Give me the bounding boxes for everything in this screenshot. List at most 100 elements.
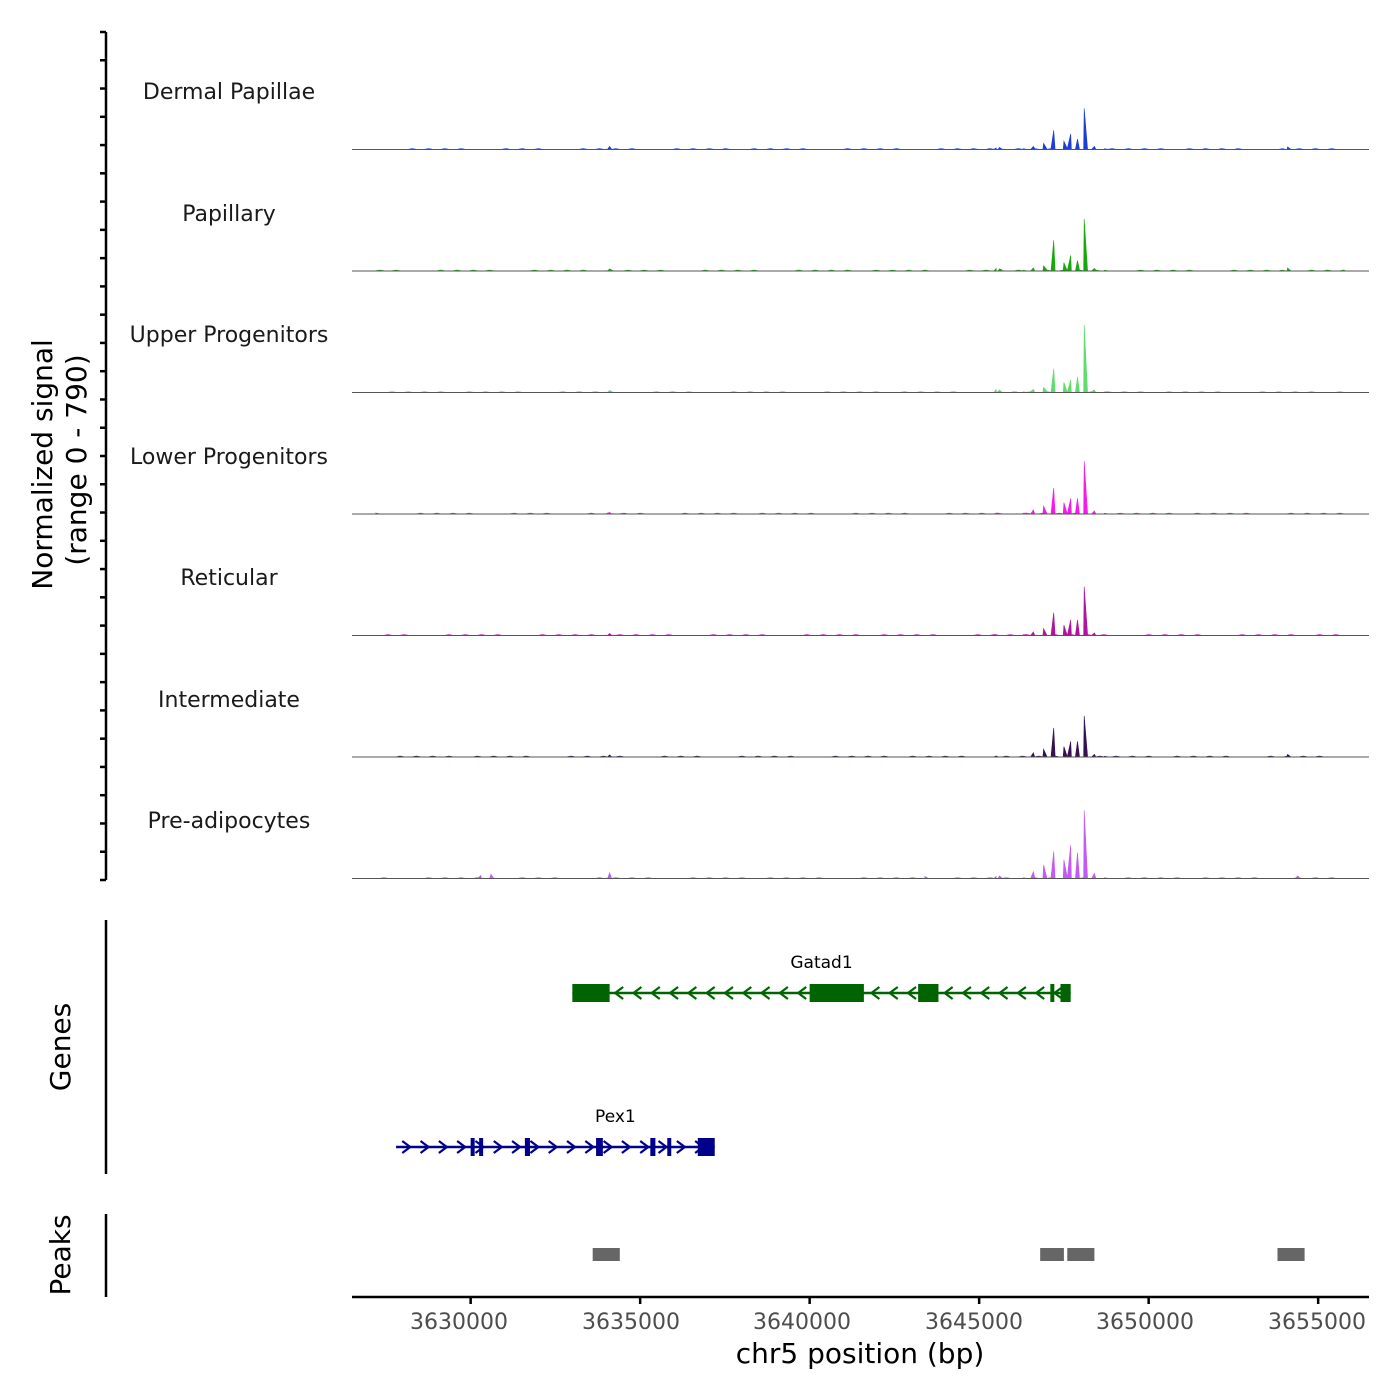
- strand-arrow: [529, 1140, 541, 1154]
- strand-arrow: [778, 986, 789, 1000]
- track-5: Intermediate: [158, 688, 1369, 758]
- peaks-panel: [592, 1248, 1305, 1261]
- x-tick-label-3645000: 3645000: [925, 1310, 1023, 1335]
- exon: [572, 984, 610, 1002]
- strand-arrow: [631, 986, 643, 1000]
- y-axis-title-line2: (range 0 - 790): [60, 354, 93, 565]
- strand-arrow: [456, 1140, 467, 1154]
- x-tick-label-3635000: 3635000: [582, 1310, 680, 1335]
- strand-arrow: [869, 986, 881, 1000]
- gene-pex1: Pex1: [396, 1107, 715, 1156]
- strand-arrow: [548, 1140, 559, 1154]
- gene-label-gatad1: Gatad1: [790, 953, 852, 973]
- strand-arrow: [584, 1140, 596, 1154]
- track-6: Pre-adipocytes: [148, 809, 1369, 879]
- strand-arrow: [1052, 986, 1064, 1000]
- x-axis-ticks: [469, 1297, 1320, 1304]
- track-label-upper-progenitors: Upper Progenitors: [130, 323, 329, 348]
- exon: [809, 984, 864, 1002]
- strand-arrow: [474, 1140, 486, 1154]
- strand-arrow: [942, 986, 954, 1000]
- strand-arrow: [511, 1140, 522, 1154]
- track-label-reticular: Reticular: [180, 566, 278, 591]
- strand-arrow: [961, 986, 972, 1000]
- peaks-axis-title: Peaks: [44, 1214, 77, 1295]
- strand-arrow: [438, 1140, 449, 1154]
- exon: [697, 1138, 715, 1156]
- coverage-area-intermediate: [375, 715, 1346, 758]
- track-label-dermal-papillae: Dermal Papillae: [143, 80, 315, 105]
- coverage-area-papillary: [375, 218, 1347, 272]
- track-label-pre-adipocytes: Pre-adipocytes: [148, 809, 311, 834]
- exon: [650, 1138, 656, 1156]
- strand-arrow: [676, 1140, 687, 1154]
- strand-arrow: [997, 986, 1009, 1000]
- coverage-tracks: Dermal Papillae Papillary Upper Progenit…: [130, 80, 1369, 879]
- gene-label-pex1: Pex1: [595, 1107, 636, 1127]
- exon: [470, 1138, 475, 1156]
- genes-panel: Gatad1 Pex1: [396, 953, 1071, 1156]
- exon: [667, 1138, 672, 1156]
- track-label-papillary: Papillary: [182, 202, 276, 227]
- strand-arrow: [602, 1140, 614, 1154]
- x-axis: 3630000 3635000 3640000 3645000 3650000 …: [352, 1295, 1369, 1370]
- x-axis-title: chr5 position (bp): [736, 1337, 985, 1370]
- genes-axis-title: Genes: [44, 1003, 77, 1091]
- strand-arrow: [741, 986, 752, 1000]
- coverage-area-lower-progenitors: [375, 460, 1346, 515]
- strand-arrow: [1034, 986, 1045, 1000]
- track-2: Upper Progenitors: [130, 323, 1369, 394]
- coverage-area-reticular: [375, 586, 1346, 637]
- peak-region: [592, 1248, 620, 1261]
- coverage-area-upper-progenitors: [375, 324, 1346, 394]
- strand-arrow: [493, 1140, 504, 1154]
- track-4: Reticular: [180, 566, 1369, 637]
- strand-arrow: [704, 986, 716, 1000]
- strand-arrow: [887, 986, 899, 1000]
- coverage-area-dermal-papillae: [375, 108, 1346, 150]
- strand-arrow: [419, 1140, 431, 1154]
- strand-arrow: [657, 1140, 669, 1154]
- exon: [1050, 984, 1055, 1002]
- strand-arrow: [979, 986, 990, 1000]
- strand-arrow: [906, 986, 917, 1000]
- strand-arrow: [759, 986, 771, 1000]
- coverage-area-pre-adipocytes: [375, 810, 1346, 879]
- exons-pex1: [470, 1138, 715, 1156]
- track-3: Lower Progenitors: [130, 445, 1369, 515]
- x-tick-label-3650000: 3650000: [1096, 1310, 1194, 1335]
- strand-arrow: [796, 986, 807, 1000]
- y-axis-title-line1: Normalized signal: [26, 339, 59, 590]
- x-tick-label-3655000: 3655000: [1268, 1310, 1366, 1335]
- exons-gatad1: [572, 984, 1071, 1002]
- strand-arrow: [613, 986, 624, 1000]
- track-0: Dermal Papillae: [143, 80, 1369, 150]
- strand-arrow: [639, 1140, 651, 1154]
- strand-arrow: [1016, 986, 1027, 1000]
- gene-gatad1: Gatad1: [572, 953, 1071, 1002]
- signal-y-axis-title: Normalized signal (range 0 - 790): [26, 330, 93, 589]
- strand-arrow: [621, 1140, 632, 1154]
- strand-arrows-pex1: [401, 1140, 705, 1154]
- strand-arrow: [401, 1140, 413, 1154]
- strand-arrow: [668, 986, 679, 1000]
- peak-region: [1067, 1248, 1095, 1261]
- strand-arrow: [723, 986, 734, 1000]
- exon: [596, 1138, 603, 1156]
- strand-arrow: [649, 986, 661, 1000]
- signal-y-axis: [100, 30, 108, 882]
- strand-arrow: [566, 1140, 577, 1154]
- x-tick-label-3640000: 3640000: [753, 1310, 851, 1335]
- exon: [524, 1138, 530, 1156]
- peak-region: [1040, 1248, 1064, 1261]
- x-tick-label-3630000: 3630000: [410, 1310, 508, 1335]
- track-label-lower-progenitors: Lower Progenitors: [130, 445, 328, 470]
- exon: [1060, 984, 1071, 1002]
- exon: [479, 1138, 484, 1156]
- strand-arrow: [686, 986, 698, 1000]
- track-label-intermediate: Intermediate: [158, 688, 300, 713]
- track-1: Papillary: [182, 202, 1369, 272]
- peak-region: [1277, 1248, 1305, 1261]
- signal-y-ticks: [100, 30, 106, 882]
